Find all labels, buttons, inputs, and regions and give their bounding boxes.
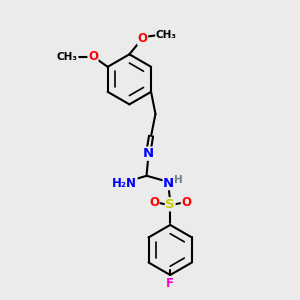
Text: O: O bbox=[88, 50, 98, 63]
Text: S: S bbox=[165, 198, 175, 211]
Text: O: O bbox=[149, 196, 159, 209]
Text: O: O bbox=[138, 32, 148, 45]
Text: H: H bbox=[174, 175, 182, 185]
Text: N: N bbox=[142, 147, 154, 160]
Text: H₂N: H₂N bbox=[112, 177, 137, 190]
Text: N: N bbox=[163, 177, 174, 190]
Text: O: O bbox=[182, 196, 191, 209]
Text: CH₃: CH₃ bbox=[156, 30, 177, 40]
Text: F: F bbox=[166, 277, 174, 290]
Text: CH₃: CH₃ bbox=[57, 52, 78, 61]
